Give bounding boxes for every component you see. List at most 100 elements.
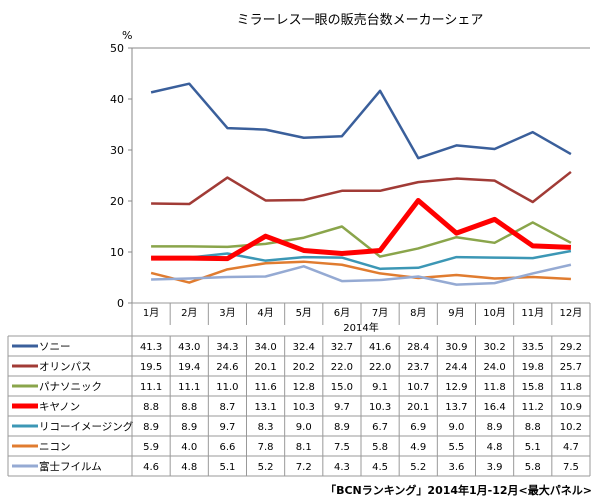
table-cell: 3.9 [487, 462, 503, 473]
table-cell: 30.9 [445, 342, 467, 353]
x-tick-label: 9月 [448, 307, 464, 319]
table-cell: 8.3 [258, 422, 274, 433]
series-line-6 [151, 263, 572, 286]
source-note: 「BCNランキング」2014年1月-12月<最大パネル> [325, 483, 592, 497]
table-cell: 24.0 [483, 362, 505, 373]
table-cell: 10.2 [560, 422, 582, 433]
x-tick-label: 4月 [257, 307, 273, 319]
table-cell: 8.8 [525, 422, 541, 433]
x-tick-label: 12月 [560, 307, 583, 319]
table-cell: 8.9 [181, 422, 197, 433]
table-cell: 5.8 [372, 442, 388, 453]
table-cell: 13.7 [445, 402, 467, 413]
table-cell: 7.2 [296, 462, 312, 473]
table-cell: 20.1 [407, 402, 429, 413]
table-cell: 5.9 [143, 442, 159, 453]
table-cell: 19.4 [178, 362, 200, 373]
table-cell: 10.3 [293, 402, 315, 413]
x-axis-label: 2014年 [343, 321, 378, 334]
table-cell: 4.6 [143, 462, 159, 473]
legend-label: キヤノン [39, 401, 80, 413]
x-tick-label: 5月 [296, 307, 312, 319]
table-cell: 4.5 [372, 462, 388, 473]
y-tick-label: 0 [117, 297, 124, 310]
table-cell: 20.2 [293, 362, 315, 373]
table-cell: 10.7 [407, 382, 429, 393]
table-cell: 34.0 [254, 342, 276, 353]
table-cell: 8.8 [143, 402, 159, 413]
table-cell: 12.9 [445, 382, 467, 393]
x-tick-label: 10月 [483, 307, 506, 319]
x-tick-label: 8月 [410, 307, 426, 319]
table-cell: 5.5 [448, 442, 464, 453]
table-cell: 24.6 [216, 362, 238, 373]
y-tick-label: 50 [110, 42, 124, 55]
table-cell: 8.8 [181, 402, 197, 413]
series-line-5 [150, 260, 571, 284]
table-cell: 5.8 [525, 462, 541, 473]
table-cell: 25.7 [560, 362, 582, 373]
table-cell: 7.5 [334, 442, 350, 453]
table-cell: 7.5 [563, 462, 579, 473]
table-cell: 32.7 [331, 342, 353, 353]
table-cell: 30.2 [483, 342, 505, 353]
y-tick-label: 10 [110, 246, 124, 259]
y-tick-label: 20 [110, 195, 124, 208]
table-cell: 4.0 [181, 442, 197, 453]
table-cell: 11.8 [483, 382, 505, 393]
legend-label: ニコン [39, 441, 71, 453]
table-cell: 11.1 [178, 382, 200, 393]
series-line-3 [151, 197, 572, 262]
table-cell: 43.0 [178, 342, 200, 353]
table-cell: 19.8 [522, 362, 544, 373]
table-cell: 10.3 [369, 402, 391, 413]
table-cell: 8.9 [487, 422, 503, 433]
table-cell: 9.7 [219, 422, 235, 433]
x-tick-label: 3月 [219, 307, 235, 319]
y-tick-label: 30 [110, 144, 124, 157]
table-cell: 12.8 [293, 382, 315, 393]
table-cell: 11.0 [216, 382, 238, 393]
table-cell: 6.6 [219, 442, 235, 453]
y-axis-unit: % [122, 29, 132, 42]
table-cell: 5.1 [219, 462, 235, 473]
series-line-4 [151, 249, 572, 271]
table-cell: 4.9 [410, 442, 426, 453]
table-cell: 10.9 [560, 402, 582, 413]
table-cell: 9.1 [372, 382, 388, 393]
x-tick-label: 7月 [372, 307, 388, 319]
table-cell: 11.1 [140, 382, 162, 393]
legend-label: リコーイメージング [39, 420, 134, 433]
table-cell: 24.4 [445, 362, 467, 373]
table-cell: 4.8 [487, 442, 503, 453]
legend-label: ソニー [39, 341, 71, 353]
table-cell: 4.7 [563, 442, 579, 453]
table-cell: 8.7 [219, 402, 235, 413]
table-cell: 32.4 [293, 342, 315, 353]
table-cell: 6.9 [410, 422, 426, 433]
table-cell: 8.9 [143, 422, 159, 433]
table-cell: 33.5 [522, 342, 544, 353]
legend-label: パナソニック [39, 381, 102, 393]
legend-label: 富士フイルム [39, 460, 102, 473]
table-cell: 22.0 [331, 362, 353, 373]
table-cell: 41.6 [369, 342, 391, 353]
table-cell: 8.9 [334, 422, 350, 433]
table-cell: 11.6 [254, 382, 276, 393]
table-cell: 8.1 [296, 442, 312, 453]
table-cell: 16.4 [483, 402, 505, 413]
table-cell: 22.0 [369, 362, 391, 373]
table-cell: 13.1 [254, 402, 276, 413]
series-line-2 [151, 221, 572, 258]
table-cell: 3.6 [448, 462, 464, 473]
table-cell: 4.3 [334, 462, 350, 473]
table-cell: 11.8 [560, 382, 582, 393]
x-tick-label: 2月 [181, 307, 197, 319]
table-cell: 41.3 [140, 342, 162, 353]
table-cell: 9.0 [448, 422, 464, 433]
table-cell: 11.2 [522, 402, 544, 413]
table-cell: 15.0 [331, 382, 353, 393]
table-cell: 9.0 [296, 422, 312, 433]
x-tick-label: 6月 [334, 307, 350, 319]
